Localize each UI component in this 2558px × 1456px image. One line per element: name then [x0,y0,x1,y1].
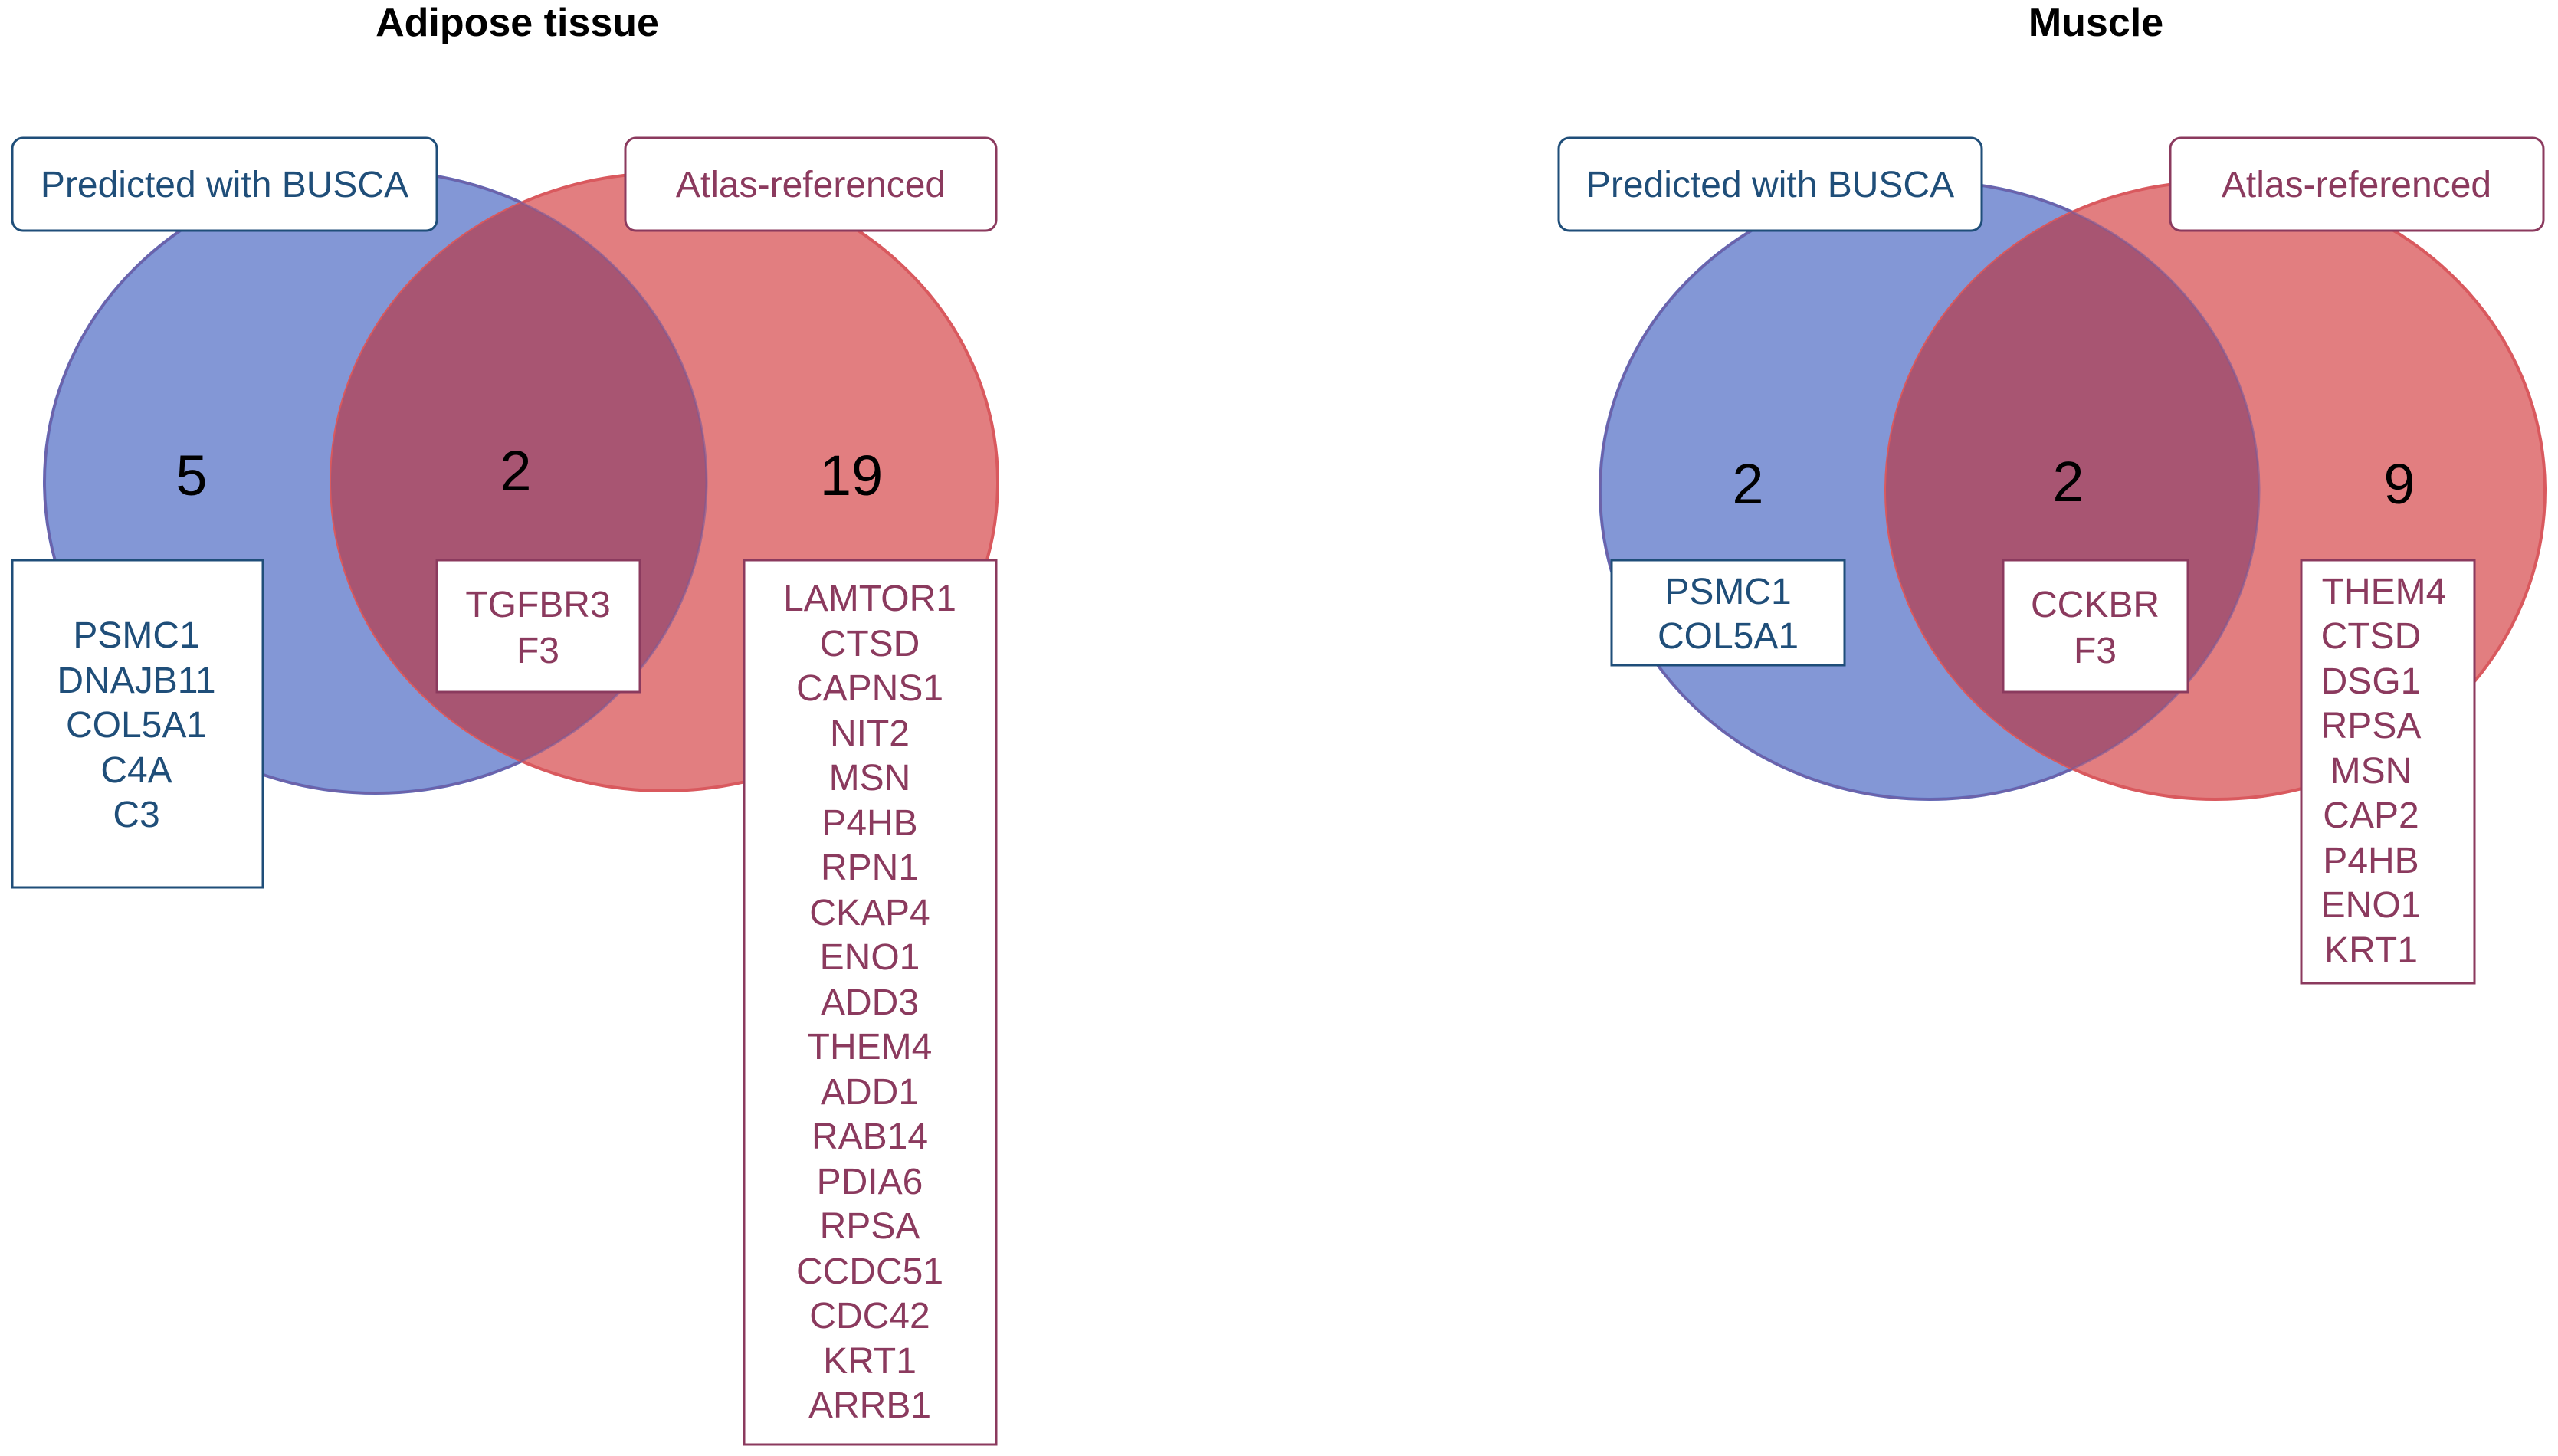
atlas-only-gene-list: THEM4 CTSD DSG1 RPSA MSN CAP2 P4HB ENO1 … [2321,572,2447,971]
gene-label: CKAP4 [809,893,930,933]
busca-only-count: 5 [175,444,207,507]
gene-label: RPSA [820,1206,920,1247]
gene-label: ARRB1 [808,1385,931,1426]
busca-label: Predicted with BUSCA [1586,165,1954,205]
busca-only-gene-list: PSMC1 DNAJB11 COL5A1 C4A C3 [57,615,215,835]
venn-diagram-adipose: Adipose tissue Predicted with BUSCA Atla… [11,1,999,1446]
gene-label: ADD3 [821,982,919,1023]
overlap-count: 2 [500,439,531,503]
busca-label: Predicted with BUSCA [41,165,408,205]
busca-only-gene-list: PSMC1 COL5A1 [1658,572,1799,657]
busca-label-box [1557,136,1983,232]
gene-label: KRT1 [823,1341,917,1382]
gene-label: F3 [2074,631,2117,671]
busca-only-count: 2 [1732,452,1763,516]
overlap-gene-list: CCKBR F3 [2031,585,2160,671]
atlas-only-gene-box [743,559,998,1446]
atlas-only-count: 19 [820,444,883,507]
gene-label: PDIA6 [817,1162,923,1202]
gene-label: C3 [113,795,159,835]
gene-label: KRT1 [2324,930,2418,971]
gene-label: ENO1 [820,937,920,978]
atlas-only-gene-list: LAMTOR1 CTSD CAPNS1 NIT2 MSN P4HB RPN1 C… [783,579,956,1426]
overlap-gene-box [435,559,641,694]
gene-label: CAP2 [2323,795,2419,836]
gene-label: P4HB [822,803,917,844]
venn-diagram-muscle: Muscle Predicted with BUSCA Atlas-refere… [1557,1,2547,985]
gene-label: CCKBR [2031,585,2160,625]
gene-label: RAB14 [812,1117,928,1157]
gene-label: CDC42 [809,1296,930,1336]
diagram-title: Muscle [2028,1,2163,45]
overlap-count: 2 [2052,450,2084,513]
gene-label: COL5A1 [66,705,207,746]
gene-label: C4A [100,750,172,791]
gene-label: RPSA [2321,706,2422,746]
gene-label: PSMC1 [73,615,199,656]
overlap-gene-box [2002,559,2189,694]
busca-only-gene-box [1610,559,1846,667]
atlas-only-gene-box [2300,559,2476,985]
atlas-label-box [2169,136,2545,232]
atlas-label-box [624,136,998,232]
gene-label: CTSD [820,624,920,664]
gene-label: PSMC1 [1664,572,1791,612]
gene-label: MSN [829,758,911,799]
gene-label: P4HB [2323,841,2419,881]
overlap-gene-list: TGFBR3 F3 [465,585,610,671]
busca-only-gene-box [11,559,264,889]
diagram-title: Adipose tissue [376,1,659,45]
gene-label: THEM4 [808,1027,933,1067]
gene-label: NIT2 [830,713,910,754]
gene-label: LAMTOR1 [783,579,956,619]
gene-label: COL5A1 [1658,616,1799,657]
gene-label: MSN [2330,751,2412,792]
gene-label: CTSD [2321,616,2422,657]
gene-label: CCDC51 [796,1251,943,1292]
gene-label: ENO1 [2321,885,2422,926]
gene-label: RPN1 [821,848,919,888]
gene-label: TGFBR3 [465,585,610,625]
gene-label: ADD1 [821,1072,919,1113]
gene-label: F3 [517,631,559,671]
gene-label: CAPNS1 [796,668,943,709]
busca-label-box [11,136,438,232]
gene-label: DNAJB11 [57,661,215,701]
atlas-label: Atlas-referenced [676,165,946,205]
atlas-only-count: 9 [2383,452,2415,516]
gene-label: DSG1 [2321,661,2422,702]
atlas-label: Atlas-referenced [2222,165,2491,205]
gene-label: THEM4 [2322,572,2447,612]
